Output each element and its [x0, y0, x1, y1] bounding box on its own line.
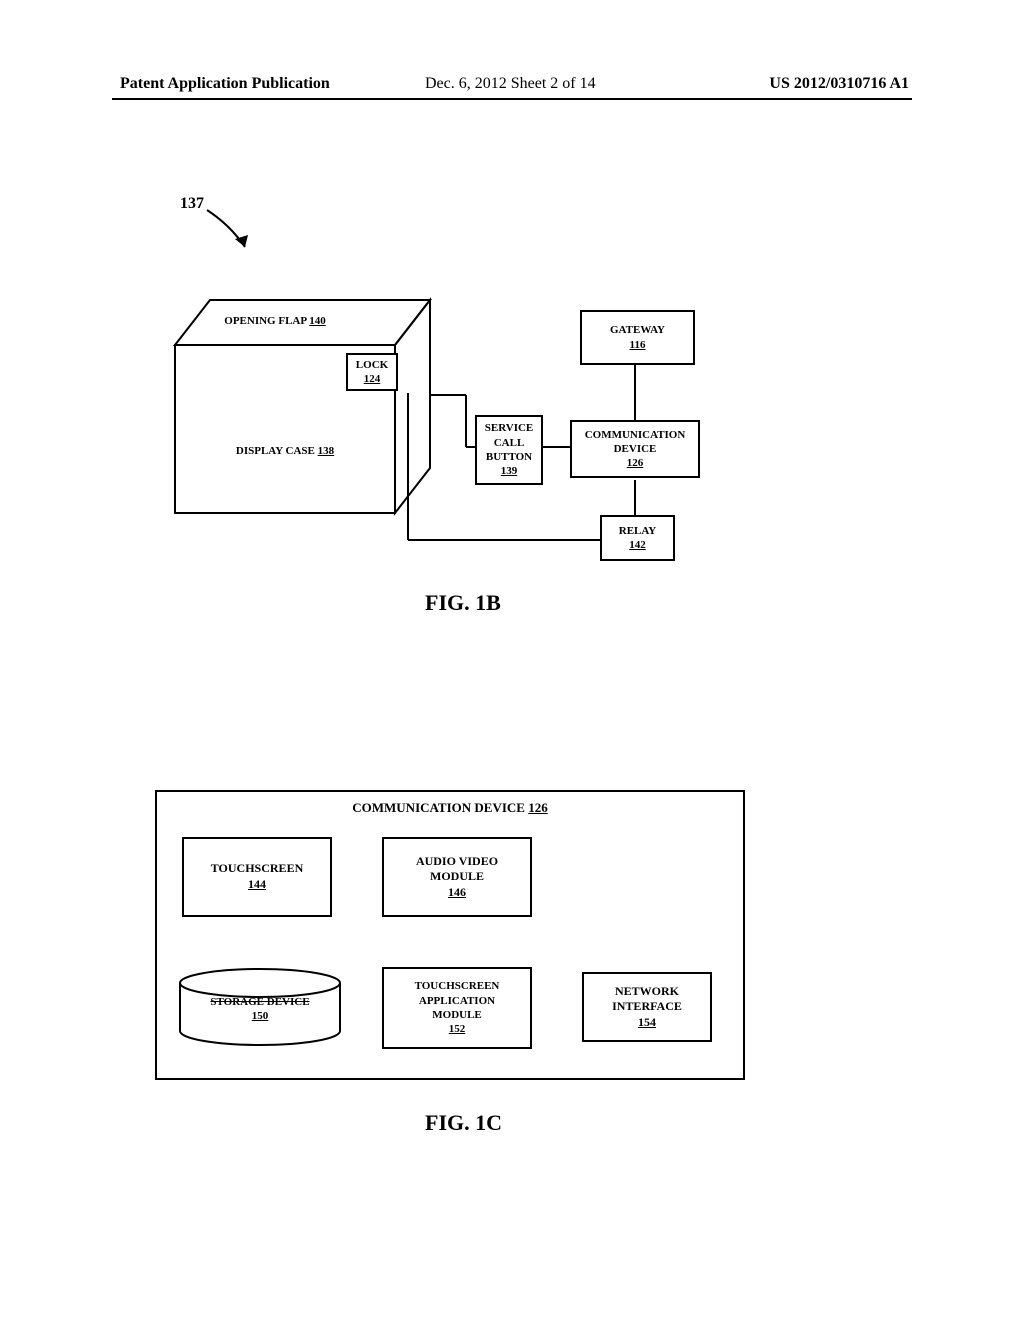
- service-call-box: SERVICE CALL BUTTON 139: [475, 415, 543, 485]
- comm-ref: 126: [627, 456, 644, 470]
- gateway-ref: 116: [630, 338, 646, 352]
- fig1b-caption: FIG. 1B: [425, 590, 501, 616]
- service-ref: 139: [501, 464, 518, 478]
- touchscreen-ref: 144: [248, 877, 266, 893]
- lock-box: LOCK 124: [346, 353, 398, 391]
- av-label2: MODULE: [430, 869, 484, 885]
- comm-device-box: COMMUNICATION DEVICE 126: [570, 420, 700, 478]
- av-module-box: AUDIO VIDEO MODULE 146: [382, 837, 532, 917]
- fig1c-title-text: COMMUNICATION DEVICE: [352, 800, 525, 815]
- touchscreen-box: TOUCHSCREEN 144: [182, 837, 332, 917]
- service-label1: SERVICE: [485, 421, 534, 435]
- fig1c-title-ref: 126: [528, 800, 548, 815]
- fig1c-caption: FIG. 1C: [425, 1110, 502, 1136]
- app-ref: 152: [449, 1022, 466, 1036]
- header-mid: Dec. 6, 2012 Sheet 2 of 14: [425, 75, 596, 93]
- gateway-label: GATEWAY: [610, 323, 665, 337]
- figure-1c: COMMUNICATION DEVICE 126 TOUCHSCREEN 144…: [155, 790, 745, 1080]
- header-left: Patent Application Publication: [120, 75, 330, 93]
- av-ref: 146: [448, 885, 466, 901]
- comm-label1: COMMUNICATION: [585, 428, 686, 442]
- display-case-text: DISPLAY CASE: [236, 445, 315, 457]
- opening-flap-text: OPENING FLAP: [224, 315, 306, 327]
- relay-label: RELAY: [619, 524, 657, 538]
- comm-label2: DEVICE: [614, 442, 657, 456]
- lock-ref: 124: [364, 372, 381, 386]
- header-rule: [112, 98, 912, 100]
- fig1b-svg: [150, 195, 790, 625]
- service-label3: BUTTON: [486, 450, 532, 464]
- app-label2: APPLICATION: [419, 994, 495, 1008]
- net-interface-box: NETWORK INTERFACE 154: [582, 972, 712, 1042]
- app-module-box: TOUCHSCREEN APPLICATION MODULE 152: [382, 967, 532, 1049]
- net-label2: INTERFACE: [612, 999, 682, 1015]
- touchscreen-label: TOUCHSCREEN: [211, 861, 303, 877]
- gateway-box: GATEWAY 116: [580, 310, 695, 365]
- app-label1: TOUCHSCREEN: [415, 979, 500, 993]
- storage-label-wrap: STORAGE DEVICE 150: [175, 995, 345, 1024]
- service-label2: CALL: [494, 436, 525, 450]
- display-case-label: DISPLAY CASE 138: [205, 445, 365, 457]
- display-case-ref: 138: [318, 445, 335, 457]
- opening-flap-label: OPENING FLAP 140: [205, 315, 345, 327]
- storage-label: STORAGE DEVICE: [210, 996, 309, 1008]
- av-label1: AUDIO VIDEO: [416, 854, 498, 870]
- opening-flap-ref: 140: [309, 315, 326, 327]
- net-ref: 154: [638, 1015, 656, 1031]
- app-label3: MODULE: [432, 1008, 482, 1022]
- relay-ref: 142: [629, 538, 646, 552]
- net-label1: NETWORK: [615, 984, 679, 1000]
- figure-1b: 137 OPENING FLAP 140 DISPLAY CASE 138: [150, 195, 790, 625]
- storage-ref: 150: [252, 1010, 269, 1022]
- lock-label: LOCK: [356, 358, 388, 372]
- storage-cylinder: STORAGE DEVICE 150: [175, 967, 345, 1047]
- fig1c-title: COMMUNICATION DEVICE 126: [157, 800, 743, 816]
- relay-box: RELAY 142: [600, 515, 675, 561]
- header-right: US 2012/0310716 A1: [769, 75, 909, 93]
